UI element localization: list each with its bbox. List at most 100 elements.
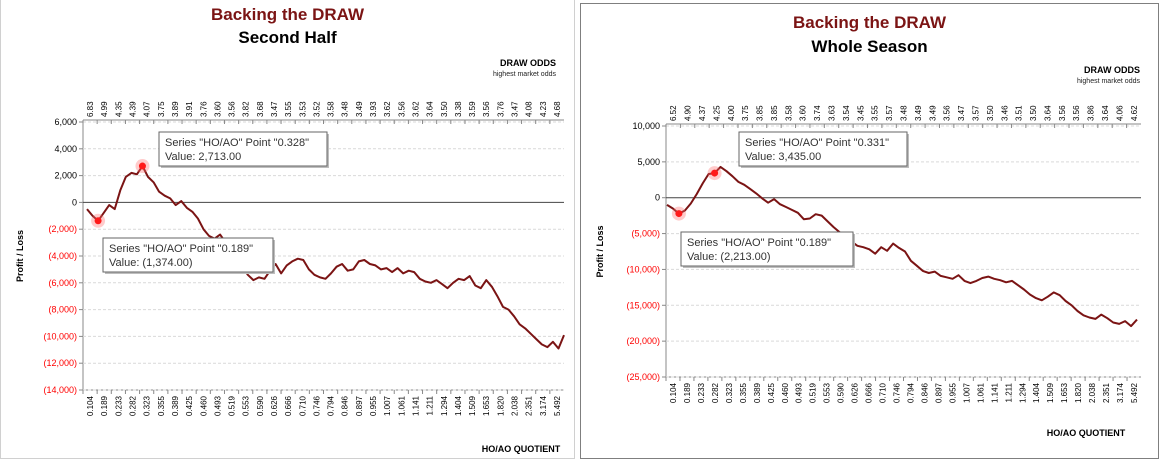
x-tick-label: 1.404 [454,395,463,416]
highlight-point [138,162,146,170]
chart-panel-second-half: Backing the DRAW Second Half DRAW ODDS h… [0,0,575,459]
x-tick-label: 0.666 [865,382,874,403]
x-tick-label: 0.493 [213,395,222,416]
top-tick-label: 3.85 [756,105,765,121]
x-tick-label: 0.955 [948,382,957,403]
top-tick-label: 3.57 [885,105,894,121]
x-tick-label: 1.294 [440,395,449,416]
line-chart-whole-season: 10,000 5,000 0 (5,000) (10,000) (15,000) (20,0… [595,105,1141,438]
y-tick-label: (5,000) [631,229,660,239]
top-tick-label: 3.50 [986,105,995,121]
top-tick-label: 3.89 [171,101,180,117]
tooltip-series-text: Series "HO/AO" Point "0.189" [687,237,831,249]
top-tick-label: 4.23 [539,101,548,117]
top-tick-label: 3.47 [957,105,966,121]
y-tick-label: (10,000) [43,331,77,341]
x-tick-label: 0.626 [270,395,279,416]
chart-subtitle: Second Half [238,28,337,47]
highlight-point [675,210,683,218]
top-tick-label: 3.47 [270,101,279,117]
top-tick-label: 4.07 [143,101,152,117]
x-tick-label: 0.233 [114,395,123,416]
y-tick-label: (25,000) [626,372,660,382]
top-tick-label: 3.57 [971,105,980,121]
top-tick-label: 3.49 [355,101,364,117]
x-tick-label: 1.007 [962,382,971,403]
x-tick-label: 0.590 [256,395,265,416]
x-tick-label: 1.211 [426,395,435,415]
x-tick-label: 0.425 [185,395,194,416]
x-tick-label: 1.509 [1046,382,1055,403]
y-tick-label: (6,000) [48,278,77,288]
x-tick-label: 0.282 [129,395,138,416]
x-tick-label: 1.007 [383,395,392,416]
top-tick-label: 3.53 [298,101,307,117]
y-tick-label: 4,000 [54,144,77,154]
top-tick-label: 4.68 [553,101,562,117]
x-tick-label: 0.794 [327,395,336,416]
x-tick-label: 1.653 [1060,382,1069,403]
top-tick-label: 3.49 [928,105,937,121]
top-axis-title: DRAW ODDS [500,58,556,68]
x-tick-label: 0.323 [143,395,152,416]
series-line [86,165,565,350]
top-tick-label: 3.51 [1015,105,1024,121]
top-tick-label: 3.56 [1058,105,1067,121]
x-tick-label: 0.355 [739,382,748,403]
x-tick-label: 0.590 [837,382,846,403]
y-tick-label: 2,000 [54,171,77,181]
tooltip-value-text: Value: (2,213.00) [687,251,771,263]
top-tick-label: 3.60 [799,105,808,121]
x-tick-label: 0.519 [809,382,818,403]
x-tick-label: 1.404 [1032,382,1041,403]
top-tick-label: 4.25 [712,105,721,121]
x-tick-label: 1.820 [1074,382,1083,403]
chart-title: Backing the DRAW [792,13,947,32]
x-tick-label: 0.710 [879,382,888,403]
top-tick-label: 3.76 [199,101,208,117]
x-tick-label: 0.493 [795,382,804,403]
y-tick-label: (8,000) [48,305,77,315]
y-tick-label: (14,000) [43,385,77,395]
x-tick-label: 3.174 [1116,382,1125,403]
top-tick-label: 3.68 [256,101,265,117]
series-line [666,165,1138,328]
x-tick-label: 2.351 [1102,382,1111,403]
tooltip-series-text: Series "HO/AO" Point "0.331" [745,137,889,149]
top-tick-label: 3.75 [157,101,166,117]
top-tick-label: 4.08 [525,101,534,117]
x-tick-label: 0.626 [851,382,860,403]
tooltip-value-text: Value: 3,435.00 [745,151,821,163]
x-tick-label: 1.211 [1004,382,1013,402]
top-tick-label: 3.64 [1043,105,1052,121]
top-tick-label: 3.46 [1000,105,1009,121]
top-tick-label: 4.90 [684,105,693,121]
tooltip-box [158,131,328,167]
highlight-point [94,217,102,225]
x-tick-label: 5.492 [553,395,562,416]
x-tick-label: 0.955 [369,395,378,416]
tooltip-box [738,131,908,167]
x-tick-label: 0.389 [753,382,762,403]
x-tick-label: 0.553 [823,382,832,403]
top-tick-label: 4.35 [114,101,123,117]
top-tick-label: 3.45 [856,105,865,121]
top-tick-label: 3.59 [468,101,477,117]
x-tick-label: 0.282 [711,382,720,403]
x-tick-label: 0.519 [228,395,237,416]
y-tick-label: 0 [655,193,660,203]
x-tick-label: 0.897 [934,382,943,403]
y-tick-label: 5,000 [637,157,660,167]
x-tick-label: 0.897 [355,395,364,416]
x-tick-label: 1.294 [1018,382,1027,403]
top-tick-label: 4.62 [1130,105,1139,121]
x-tick-label: 5.492 [1130,382,1139,403]
top-tick-label: 3.76 [496,101,505,117]
top-tick-label: 3.56 [943,105,952,121]
top-tick-label: 3.50 [1029,105,1038,121]
x-tick-label: 1.141 [411,395,420,416]
top-tick-label: 4.37 [698,105,707,121]
line-chart-second-half: 6,000 4,000 2,000 0 (2,000) (4,000) (6,000) (8,… [15,101,565,454]
x-tick-label: 0.389 [171,395,180,416]
top-tick-label: 3.56 [482,101,491,117]
